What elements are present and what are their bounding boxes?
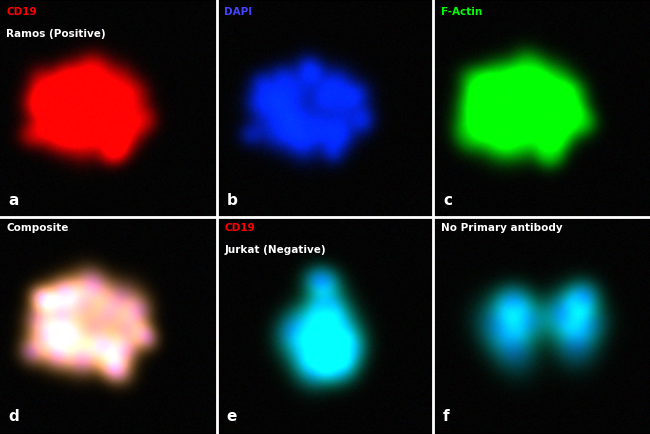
Text: b: b [227, 194, 237, 208]
Text: CD19: CD19 [6, 7, 37, 17]
Text: e: e [227, 410, 237, 424]
Text: F-Actin: F-Actin [441, 7, 482, 17]
Text: a: a [8, 194, 19, 208]
Text: d: d [8, 410, 20, 424]
Text: DAPI: DAPI [224, 7, 252, 17]
Text: Composite: Composite [6, 224, 69, 233]
Text: CD19: CD19 [224, 224, 255, 233]
Text: f: f [443, 410, 450, 424]
Text: Jurkat (Negative): Jurkat (Negative) [224, 245, 326, 255]
Text: c: c [443, 194, 452, 208]
Text: No Primary antibody: No Primary antibody [441, 224, 563, 233]
Text: Ramos (Positive): Ramos (Positive) [6, 29, 106, 39]
